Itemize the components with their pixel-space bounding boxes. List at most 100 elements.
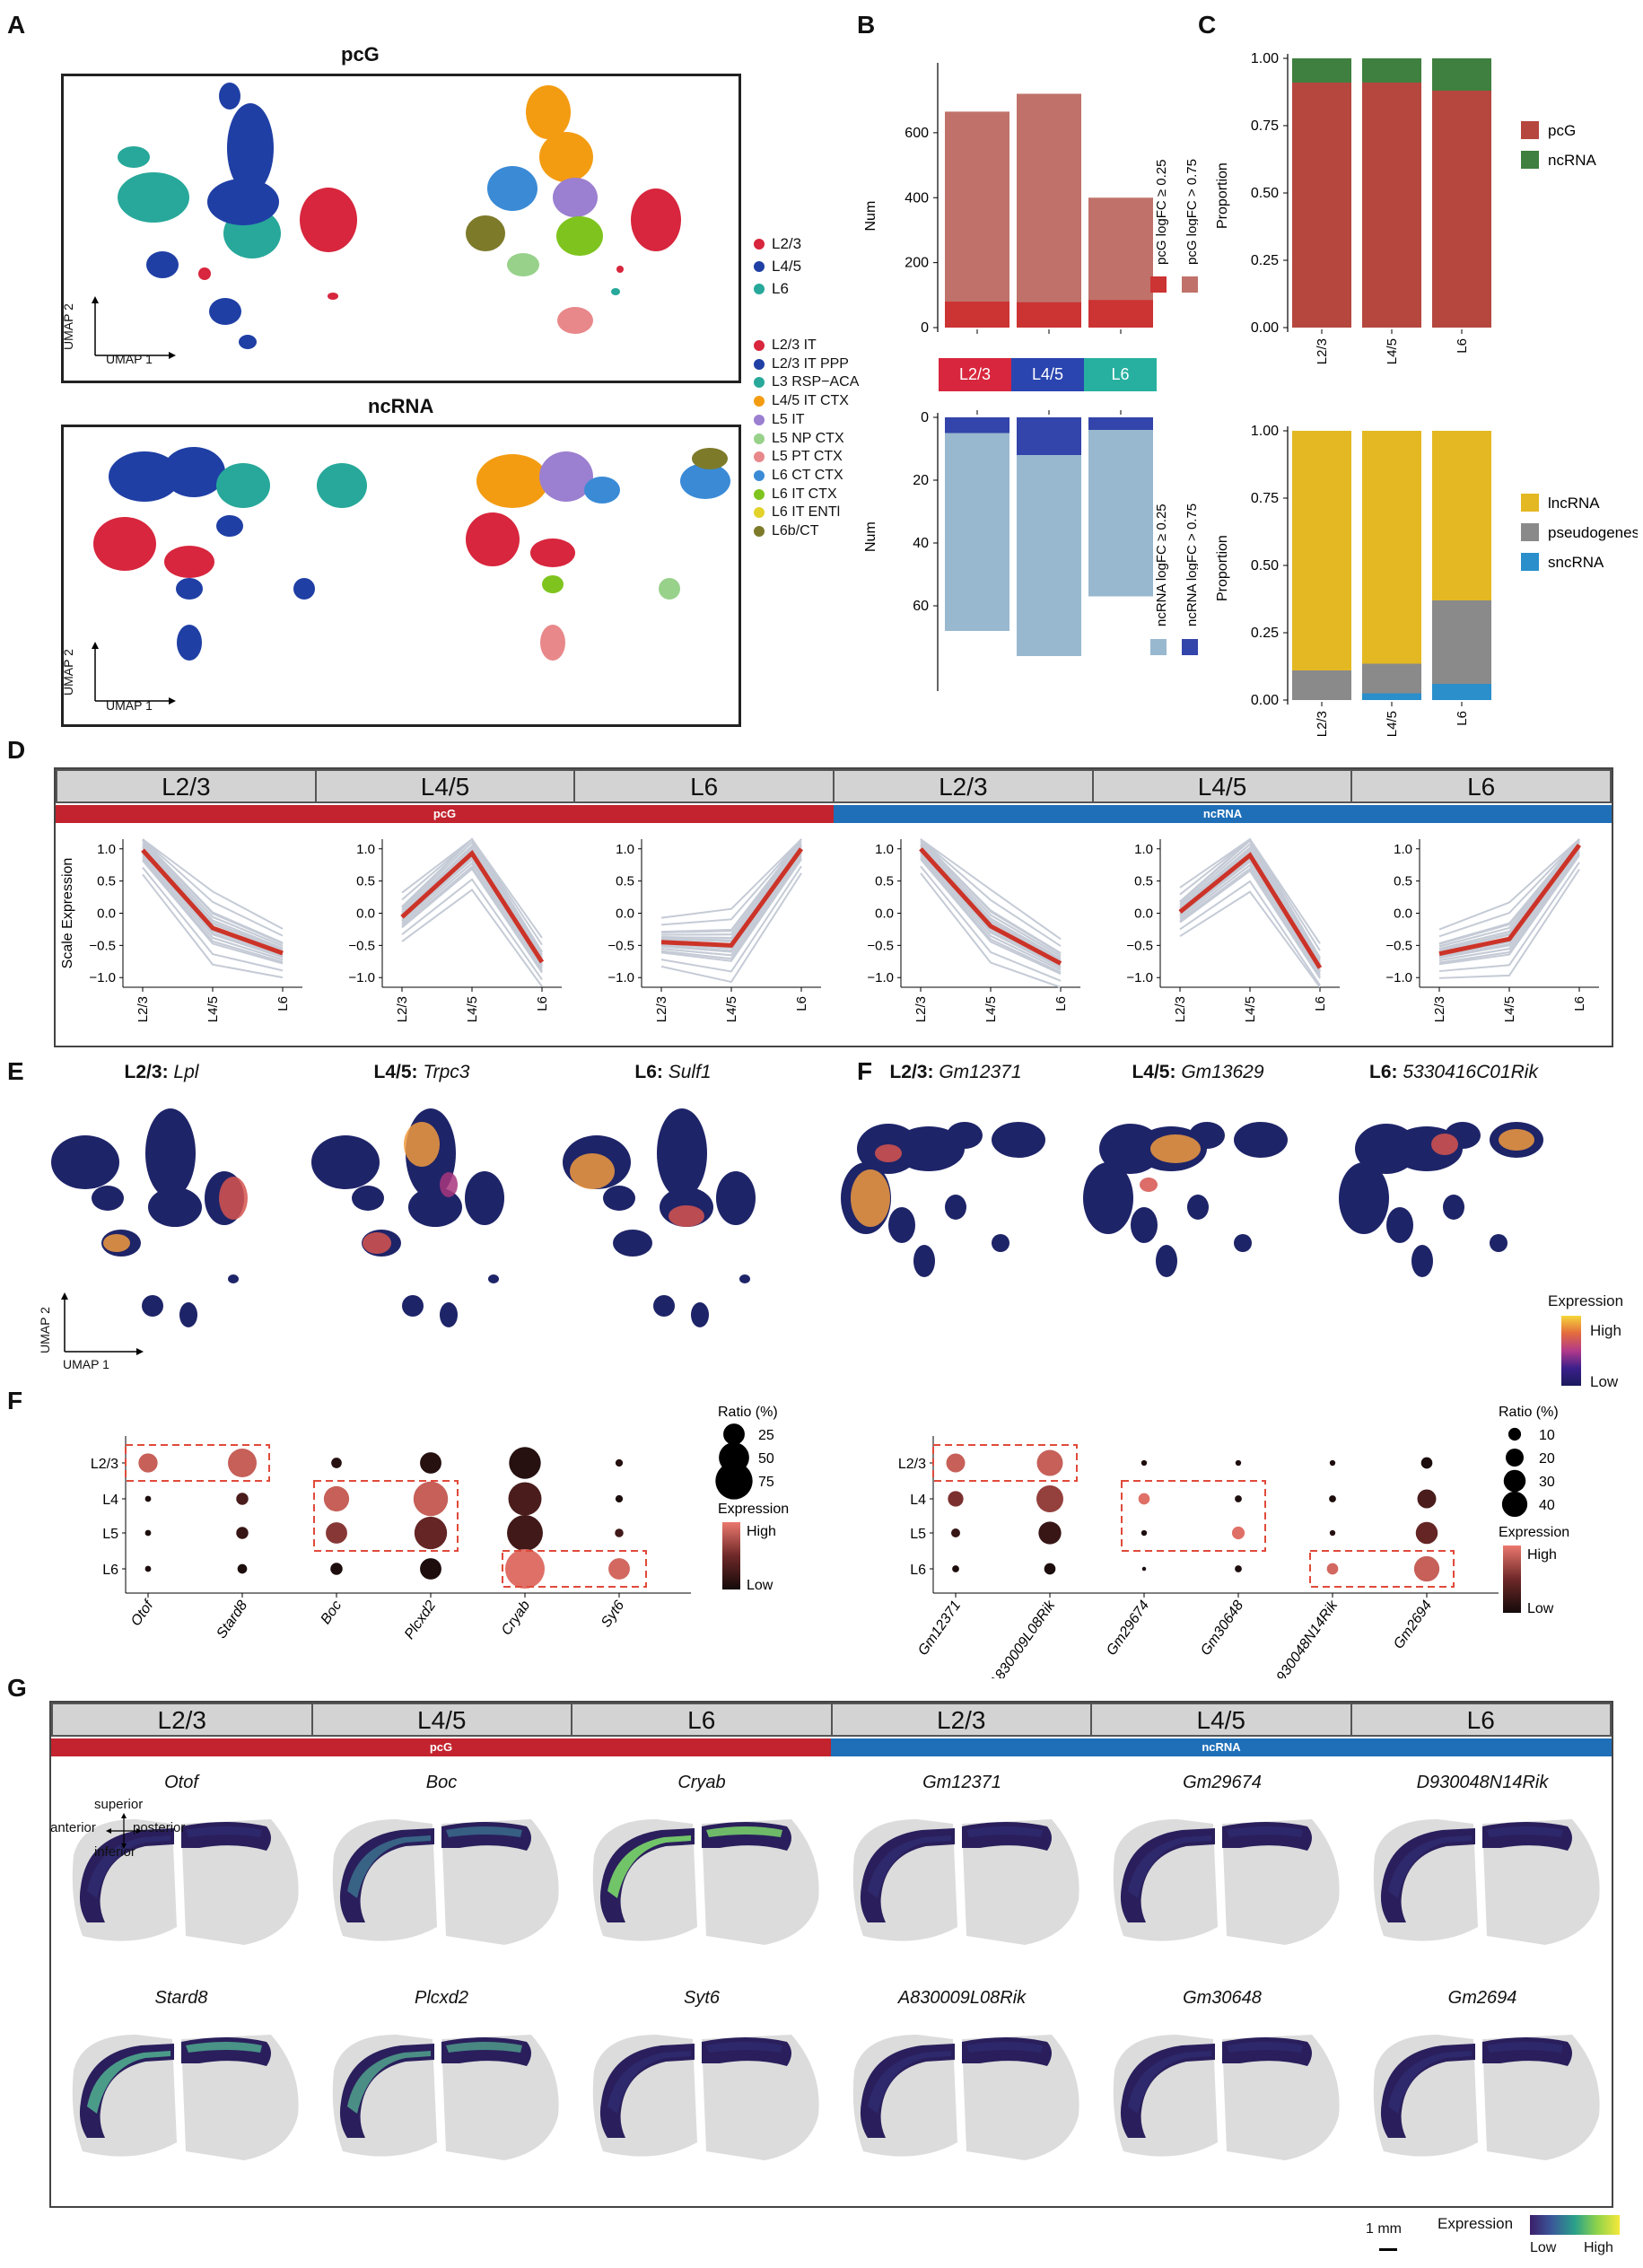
- y-tick-label: 0.0: [875, 906, 894, 922]
- gene-trace: [920, 838, 1062, 941]
- legend-dot: [754, 507, 765, 519]
- x-tick-label: L6: [1455, 711, 1470, 726]
- legend-subclass-item: L6 CT CTX: [754, 468, 843, 484]
- panel-d-strip-1: L4/5: [317, 771, 576, 801]
- cortex-right-signal: [186, 1826, 262, 1837]
- legend-label: pcG: [1548, 122, 1576, 139]
- y-tick-label: 0.75: [1251, 491, 1279, 506]
- brain-section-right: [1222, 1819, 1340, 1945]
- bar-L2/3: [945, 417, 1009, 631]
- dot-Plcxd2-L2/3: [420, 1452, 441, 1474]
- umap-ncrna-subclass-clusters: [466, 448, 730, 661]
- legend-subclass-label: L5 IT: [772, 411, 805, 427]
- legend-label: sncRNA: [1548, 554, 1604, 571]
- umap-box-ncrna: [61, 425, 741, 727]
- expr-legend-title-f: Expression: [1548, 1292, 1624, 1309]
- spatial-map-D930048N14Rik: [1373, 1819, 1600, 1945]
- bar-L6: [1088, 417, 1153, 597]
- brain-section-right: [962, 1819, 1079, 1945]
- panel-d-strip-0: L2/3: [57, 771, 317, 801]
- dot-Cryab-L4: [508, 1482, 542, 1516]
- gene-trace: [1179, 890, 1321, 988]
- cortex-left-signal: [607, 1835, 691, 1898]
- legend-subclass-item: L5 PT CTX: [754, 449, 843, 465]
- dot-Otof-L2/3: [138, 1453, 158, 1473]
- y-tick-label: 400: [905, 190, 929, 206]
- y-tick-label: −0.5: [607, 938, 634, 953]
- legend-swatch-strong: [1182, 639, 1198, 655]
- umap-cluster: [440, 1302, 458, 1327]
- panel-g-strip-0: L2/3: [53, 1704, 313, 1735]
- umap-cluster: [603, 1186, 635, 1211]
- mean-trace: [400, 849, 545, 964]
- stack-pcG-L6: [1432, 91, 1491, 328]
- gene-trace: [660, 838, 802, 934]
- umap-cluster: [311, 1135, 380, 1189]
- cortex-right-signal: [706, 2042, 782, 2053]
- umap-cluster: [613, 1230, 652, 1257]
- umap-cluster: [1443, 1195, 1464, 1220]
- gene-umap-title: L4/5: Trpc3: [287, 1062, 556, 1083]
- y-tick-label: 60: [913, 599, 929, 614]
- umap-cluster: [888, 1207, 915, 1243]
- gene-trace: [142, 839, 284, 945]
- umap-cluster: [179, 1302, 197, 1327]
- gene-trace: [142, 858, 284, 963]
- y-tick-label: 0.0: [616, 906, 634, 922]
- x-tick-label: L4/5: [983, 996, 999, 1022]
- umap-cluster: [992, 1122, 1045, 1158]
- panel-d-strip-2: L6: [575, 771, 835, 801]
- brain-section-right: [702, 2035, 819, 2160]
- spatial-gene-title: Syt6: [683, 1988, 721, 2008]
- gene-umap-Lpl: [51, 1108, 248, 1327]
- dot-Syt6-L2/3: [615, 1458, 624, 1467]
- col-label: Boc: [319, 1598, 345, 1627]
- dot-Otof-L4: [144, 1495, 152, 1502]
- gene-trace: [1438, 854, 1580, 966]
- stacked-bar-pcg-ncrna: 0.00 0.25 0.50 0.75 1.00 Proportion L2/3 L4/5 L6…: [1215, 51, 1597, 364]
- gene-umap-title: L6: Sulf1: [538, 1062, 808, 1083]
- panel-letter-f-umap: F: [857, 1057, 873, 1085]
- cortex-left-signal: [347, 2051, 431, 2114]
- gene-trace: [660, 843, 802, 939]
- high-expression-region: [363, 1232, 391, 1254]
- umap-cluster: [657, 1108, 707, 1198]
- dot-D930048N14Rik-L2/3: [1329, 1459, 1336, 1467]
- gene-trace: [1179, 869, 1321, 979]
- umap-cluster: [402, 1295, 424, 1317]
- gene-trace: [1438, 838, 1580, 938]
- legend-dot: [754, 284, 765, 294]
- x-tick-label: L2/3: [1315, 711, 1330, 737]
- y-tick-label: 0.5: [1394, 874, 1412, 889]
- umap-title-ncrna: ncRNA: [368, 395, 434, 417]
- gene-umap-5330416C01Rik: [1339, 1122, 1543, 1277]
- y-tick-label: −0.5: [1385, 938, 1412, 953]
- dot-Cryab-L5: [507, 1515, 543, 1551]
- gene-umap-layer: L4/5:: [1132, 1062, 1182, 1082]
- umap-e-y-label: UMAP 2: [38, 1307, 52, 1353]
- orientation-anterior: anterior: [50, 1820, 96, 1835]
- x-tick-label: L6: [535, 996, 550, 1011]
- umap-cluster: [947, 1122, 983, 1149]
- ratio-legend-label: 40: [1539, 1498, 1555, 1513]
- gene-umap-title: L2/3: Gm12371: [821, 1062, 1090, 1083]
- bar-strong-L4/5: [1017, 417, 1081, 455]
- cortex-left: [1380, 1828, 1475, 1922]
- expr-legend-low: Low: [1527, 1601, 1554, 1616]
- x-tick-label: L4/5: [1385, 338, 1400, 364]
- stack-sncRNA-L4/5: [1362, 693, 1421, 700]
- umap-pcg-subclass-clusters: [466, 85, 681, 334]
- legend-dot: [754, 433, 765, 444]
- orientation-superior: superior: [94, 1797, 144, 1812]
- dot-Gm29674-L6: [1141, 1566, 1147, 1572]
- umap-cluster: [893, 1126, 965, 1171]
- dot-Gm29674-L4: [1138, 1493, 1150, 1505]
- cortex-right-signal: [1487, 1826, 1563, 1837]
- scale-bar: [1379, 2248, 1397, 2251]
- gene-umap-layer: L6:: [1369, 1062, 1403, 1082]
- gene-trace: [920, 872, 1062, 988]
- col-label: Gm12371: [915, 1598, 964, 1659]
- umap-cluster: [1131, 1207, 1158, 1243]
- brain-section-right: [1482, 1819, 1600, 1945]
- dot-Otof-L5: [144, 1529, 152, 1537]
